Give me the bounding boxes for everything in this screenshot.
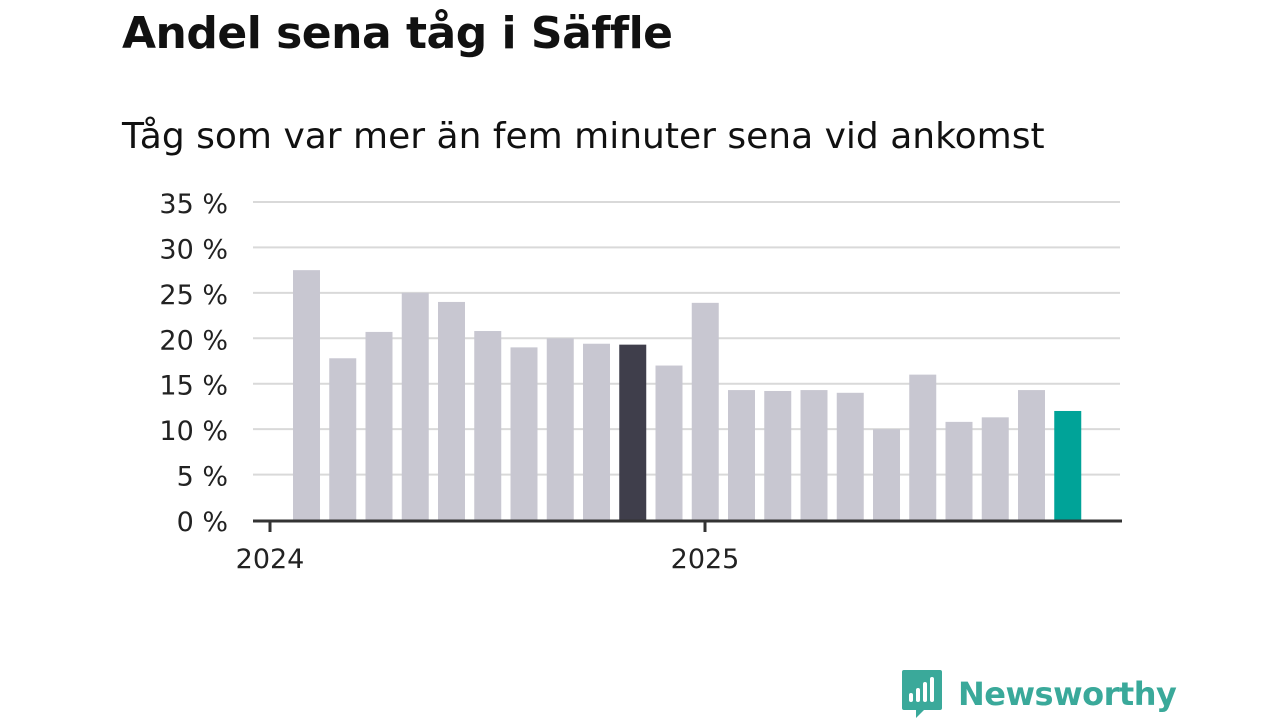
bar: [546, 338, 574, 520]
bar: [945, 421, 973, 520]
bar: [873, 429, 900, 520]
bar: [329, 358, 357, 520]
y-tick-label: 20 %: [159, 325, 228, 356]
y-tick-label: 5 %: [177, 462, 228, 493]
chart-title: Andel sena tåg i Säffle: [122, 8, 673, 59]
bar: [909, 374, 937, 520]
grid-lines: [253, 201, 1120, 476]
bar: [981, 417, 1009, 520]
bars: [293, 270, 1082, 520]
bar: [619, 344, 647, 520]
y-axis-tick-labels: 0 % 5 % 10 % 15 % 20 % 25 % 30 % 35 %: [159, 189, 228, 538]
bar: [764, 390, 792, 520]
bar: [510, 347, 538, 520]
bar: [691, 302, 719, 520]
bar: [728, 390, 755, 520]
y-tick-label: 25 %: [159, 280, 228, 311]
bar: [438, 301, 465, 520]
y-tick-label: 0 %: [177, 507, 228, 538]
bar-chart: 0 % 5 % 10 % 15 % 20 % 25 % 30 % 35 % 2024 2025: [159, 189, 1122, 575]
bar: [365, 331, 393, 520]
bar: [1054, 410, 1082, 520]
bar: [474, 331, 502, 520]
y-tick-label: 10 %: [159, 416, 228, 447]
newsworthy-logo-icon: [902, 670, 942, 718]
brand[interactable]: Newsworthy: [902, 670, 1177, 718]
bar: [401, 292, 429, 520]
bar: [1018, 390, 1045, 520]
bar: [800, 390, 828, 520]
y-tick-label: 30 %: [159, 234, 228, 265]
bar: [293, 270, 320, 520]
bar: [583, 343, 610, 520]
x-tick-label: 2025: [671, 544, 740, 575]
x-tick-label: 2024: [236, 544, 305, 575]
chart-subtitle: Tåg som var mer än fem minuter sena vid …: [122, 116, 1045, 157]
y-tick-label: 35 %: [159, 189, 228, 220]
x-axis-tick-labels: 2024 2025: [236, 520, 740, 575]
y-tick-label: 15 %: [159, 371, 228, 402]
bar: [836, 392, 864, 520]
bar: [655, 365, 683, 520]
brand-name: Newsworthy: [958, 675, 1177, 713]
